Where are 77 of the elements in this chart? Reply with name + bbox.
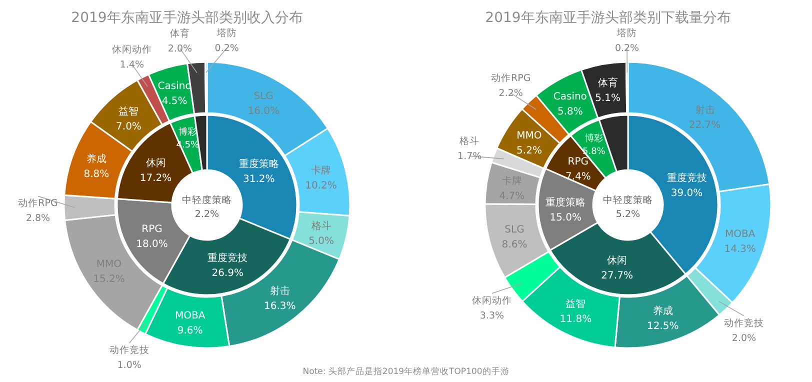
data-label: 5.2% xyxy=(516,145,542,156)
slice-label: Casino xyxy=(158,81,192,92)
data-label: 0.2% xyxy=(214,43,239,54)
data-label: 2.0% xyxy=(168,43,192,54)
slice-label: 动作RPG xyxy=(491,73,531,84)
slice-label: 中轻度策略 xyxy=(603,194,653,206)
slice-label: Casino xyxy=(553,92,587,103)
slice-label: 射击 xyxy=(270,285,290,298)
data-label: 2.2% xyxy=(194,209,220,220)
slice-label: RPG xyxy=(142,224,162,235)
slice-label: 休闲 xyxy=(607,254,628,267)
data-label: 7.4% xyxy=(565,171,591,182)
slice-label: 益智 xyxy=(566,298,586,310)
data-label: 5.0% xyxy=(308,236,334,248)
data-label: 11.8% xyxy=(560,314,592,326)
chart-title: 2019年东南亚手游头部类别收入分布 xyxy=(71,10,303,26)
data-label: 12.5% xyxy=(646,321,679,332)
data-label: 39.0% xyxy=(670,188,703,199)
slice-label: 卡牌 xyxy=(310,164,331,176)
data-label: 5.8% xyxy=(557,106,583,118)
chart-title: 2019年东南亚手游头部类别下载量分布 xyxy=(485,10,731,26)
slice-label: 动作竞技 xyxy=(724,316,764,329)
slice-label: 博彩 xyxy=(178,126,197,138)
data-label: 5.2% xyxy=(616,209,640,220)
slice-label: 博彩 xyxy=(584,132,603,144)
slice-label: 格斗 xyxy=(310,220,332,232)
slice-label: 动作RPG xyxy=(18,198,58,210)
data-label: 0.2% xyxy=(614,43,640,54)
text: Note: 头部产品是指2019年榜单营收TOP100的手游 xyxy=(302,366,510,377)
data-label: 4.5% xyxy=(162,96,188,108)
slice-label: RPG xyxy=(568,156,589,168)
data-label: 10.2% xyxy=(305,180,337,192)
data-label: 8.6% xyxy=(502,239,528,250)
data-label: 22.7% xyxy=(688,120,721,132)
data-label: 27.7% xyxy=(601,270,633,282)
data-label: 18.0% xyxy=(136,238,168,250)
slice-label: 休闲动作 xyxy=(472,294,512,306)
data-label: 15.0% xyxy=(550,212,582,224)
slice-label: MOBA xyxy=(725,229,756,240)
data-label: 26.9% xyxy=(212,268,244,279)
slice-label: 重度竞技 xyxy=(666,172,707,184)
slice-label: 塔防 xyxy=(616,27,638,40)
data-label: 2.0% xyxy=(732,332,756,344)
data-label: 2.8% xyxy=(26,213,50,224)
slice-label: MMO xyxy=(516,130,542,142)
slice-label: 射击 xyxy=(694,104,715,116)
data-label: 31.2% xyxy=(243,174,275,186)
slice-label: 养成 xyxy=(86,153,106,166)
data-label: 17.2% xyxy=(140,173,172,184)
slice-label: SLG xyxy=(254,91,274,102)
data-label: 16.0% xyxy=(248,106,280,118)
slice-label: 休闲 xyxy=(146,157,166,170)
data-label: 16.3% xyxy=(264,301,296,312)
slice-label: 重度策略 xyxy=(546,196,586,208)
data-label: 3.3% xyxy=(480,310,504,322)
slice-label: 休闲动作 xyxy=(112,43,152,56)
slice-label: 动作竞技 xyxy=(109,344,150,356)
slice-label: 塔防 xyxy=(216,27,237,40)
data-label: 1.7% xyxy=(458,151,482,162)
slice-label: 益智 xyxy=(118,105,139,118)
data-label: 5.1% xyxy=(595,93,621,104)
slice-label: 重度策略 xyxy=(238,158,279,170)
data-label: 1.0% xyxy=(117,360,142,372)
slice-label: 养成 xyxy=(652,305,673,318)
slice-label: 体育 xyxy=(170,27,190,40)
slice-label: MOBA xyxy=(174,310,206,322)
data-label: 9.6% xyxy=(177,325,203,336)
slice-label: SLG xyxy=(504,224,524,236)
slice-label: 重度竞技 xyxy=(208,252,248,264)
slice-label: 体育 xyxy=(598,77,618,90)
data-label: 14.3% xyxy=(724,244,756,256)
data-label: 2.2% xyxy=(498,88,523,100)
slice-label: 格斗 xyxy=(458,135,480,148)
data-label: 8.8% xyxy=(84,169,110,180)
slice-label: 中轻度策略 xyxy=(182,194,232,206)
data-label: 1.4% xyxy=(120,59,144,70)
data-label: 7.0% xyxy=(116,121,142,132)
